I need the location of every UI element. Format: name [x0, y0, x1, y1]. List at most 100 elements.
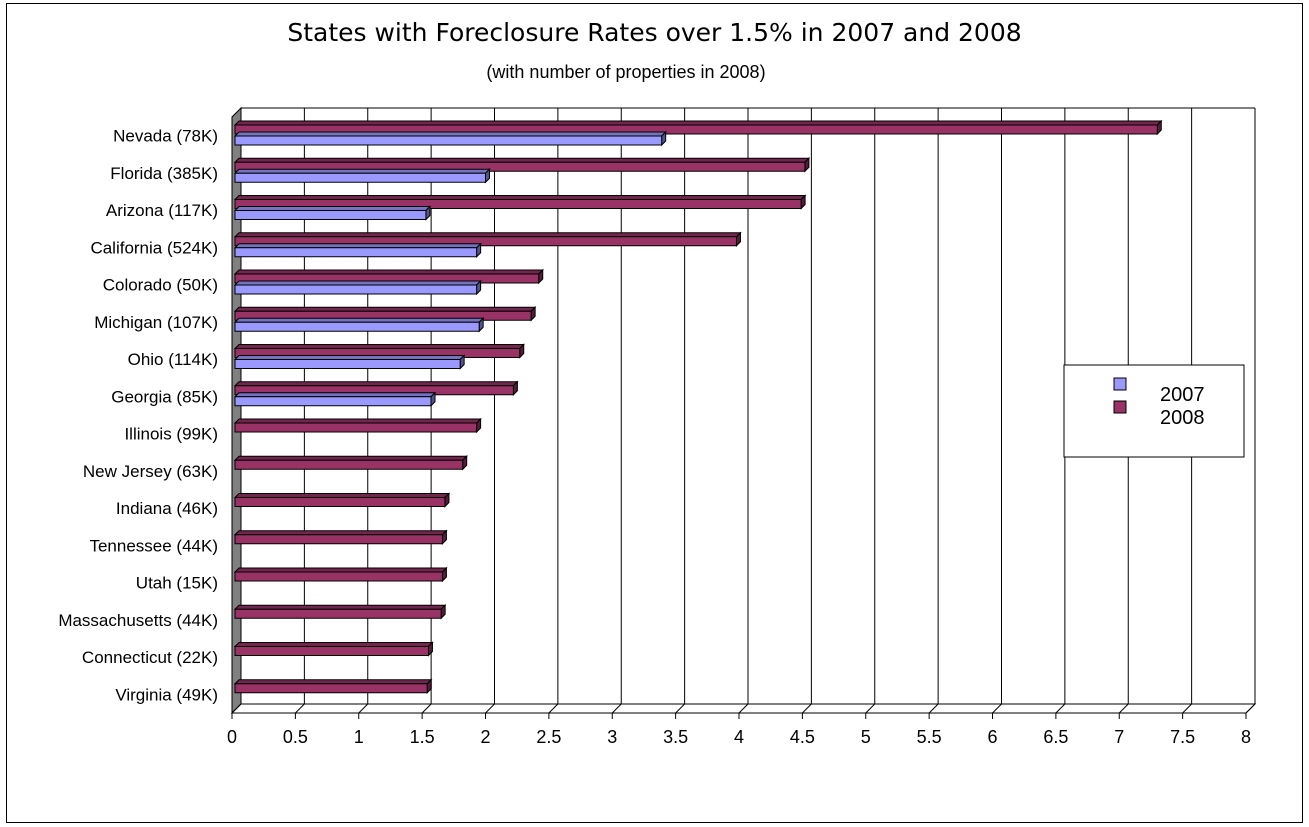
bar-front-face	[234, 359, 461, 369]
bar-top-face	[233, 530, 448, 536]
legend-swatch	[1113, 400, 1127, 414]
category-label: Indiana (46K)	[116, 499, 218, 518]
bar-top-face	[233, 206, 432, 211]
bar-front-face	[234, 161, 806, 172]
floor-gridline	[928, 703, 939, 714]
bar	[233, 279, 482, 296]
axes	[231, 712, 1247, 719]
x-tick-label: 6.5	[1043, 727, 1068, 747]
bar	[233, 455, 468, 471]
bar	[233, 317, 485, 333]
bar	[233, 391, 437, 407]
x-tick-label: 0	[227, 727, 237, 747]
category-label: Georgia (85K)	[111, 387, 218, 406]
bar-front-face	[234, 396, 432, 407]
legend-label: 2007	[1160, 384, 1205, 406]
tick-labels: 0 0.5 1 1.5 2 2.5 3 3.5 4 4.5 5 5.5 6 6.5 7 7.5 8	[227, 727, 1251, 747]
bar-front-face	[234, 210, 427, 220]
bar	[233, 529, 448, 545]
category-label: New Jersey (63K)	[83, 462, 218, 481]
category-label: Virginia (49K)	[115, 685, 218, 704]
bar-front-face	[234, 608, 442, 619]
floor-gridline	[421, 703, 432, 714]
category-label: Ohio (114K)	[128, 350, 218, 369]
x-tick-label: 1.5	[410, 727, 435, 747]
x-tick-label: 6	[987, 727, 997, 747]
bar-front-face	[234, 321, 480, 332]
legend-label: 2008	[1160, 407, 1205, 429]
category-label: Illinois (99K)	[124, 425, 218, 444]
x-tick-label: 8	[1241, 727, 1251, 747]
legend-box	[1063, 364, 1245, 458]
bar-top-face	[233, 131, 667, 137]
floor-gridline	[738, 703, 749, 714]
bar	[233, 566, 448, 583]
floor-gridline	[295, 703, 305, 714]
bar-front-face	[234, 236, 737, 247]
chart-subtitle: (with number of properties in 2008)	[486, 62, 766, 82]
bar	[233, 168, 491, 184]
x-tick-label: 3	[607, 727, 617, 747]
bar	[233, 343, 525, 359]
bar	[233, 231, 742, 247]
bar-top-face	[233, 157, 811, 163]
floor-gridline	[1055, 703, 1066, 714]
bar	[233, 641, 434, 657]
bar-front-face	[234, 124, 1158, 135]
category-label: Arizona (117K)	[106, 201, 218, 220]
bar-top-face	[233, 493, 451, 498]
category-label: Tennessee (44K)	[89, 536, 218, 555]
bar-front-face	[234, 172, 486, 183]
bar-front-face	[234, 646, 429, 656]
bar-front-face	[234, 571, 443, 582]
x-tick-label: 2.5	[536, 727, 561, 747]
bar	[233, 119, 1163, 136]
x-tick-label: 7.5	[1170, 727, 1195, 747]
bar-top-face	[233, 280, 482, 286]
x-tick-label: 5.5	[917, 727, 942, 747]
category-label: Massachusetts (44K)	[58, 611, 218, 630]
category-label: Utah (15K)	[136, 574, 218, 593]
bar-top-face	[233, 306, 537, 312]
x-tick-label: 5	[861, 727, 871, 747]
bar	[233, 194, 807, 210]
bar-top-face	[233, 168, 491, 174]
bar	[233, 492, 451, 508]
bar-front-face	[234, 135, 663, 146]
category-label: Nevada (78K)	[113, 127, 218, 146]
x-tick-label: 1	[354, 727, 364, 747]
x-tick-label: 2	[480, 727, 490, 747]
x-tick-label: 4	[734, 727, 744, 747]
bar-front-face	[234, 284, 478, 295]
bar-top-face	[233, 392, 437, 398]
bar-top-face	[233, 604, 447, 610]
floor-gridline	[865, 703, 876, 714]
floor-gridline	[548, 703, 559, 714]
bar	[233, 354, 466, 370]
bar-top-face	[233, 195, 807, 200]
bar-front-face	[234, 459, 464, 470]
bar-top-face	[233, 679, 433, 685]
bars	[233, 119, 1163, 694]
bar-front-face	[234, 534, 443, 545]
bar	[233, 130, 667, 147]
bar-front-face	[234, 199, 802, 209]
bar-top-face	[233, 418, 482, 424]
bar	[233, 242, 482, 258]
bar	[233, 380, 519, 396]
floor-gridline	[802, 703, 812, 714]
bar-top-face	[233, 381, 519, 387]
category-label: Colorado (50K)	[103, 276, 218, 295]
bar-top-face	[233, 355, 466, 360]
bar-front-face	[234, 497, 446, 507]
bar-top-face	[233, 317, 485, 323]
category-label: Michigan (107K)	[94, 313, 218, 332]
bar-top-face	[233, 232, 742, 238]
floor-gridline	[1118, 703, 1129, 714]
bar-top-face	[233, 243, 482, 249]
floor-gridline	[992, 703, 1002, 714]
floor-gridline	[231, 703, 242, 714]
bar	[233, 604, 447, 620]
x-tick-label: 0.5	[283, 727, 308, 747]
